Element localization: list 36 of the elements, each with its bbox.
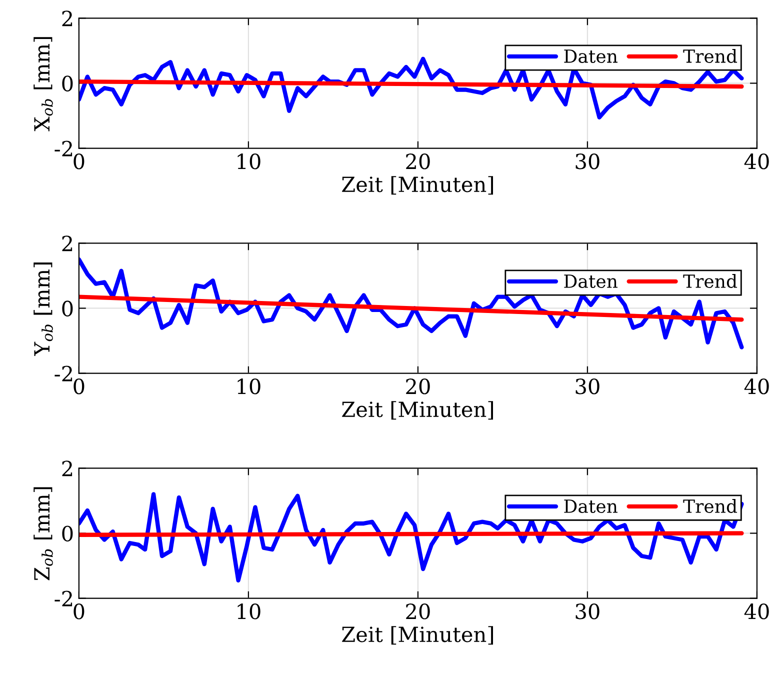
y-axis-title: X$_{ob}$ [mm]	[34, 37, 53, 132]
x-tick-label: 10	[238, 154, 260, 170]
y-tick-label: 2	[62, 460, 72, 476]
y-tick-label: 0	[62, 76, 73, 92]
x-tick-label: 40	[744, 154, 769, 170]
x-tick-label: 40	[744, 604, 769, 620]
x-tick-label: 0	[74, 378, 84, 394]
y-tick-label: -2	[54, 140, 72, 156]
x-axis-title: Zeit [Minuten]	[342, 401, 493, 420]
x-tick-label: 30	[576, 604, 600, 620]
legend-label: Daten	[564, 500, 618, 514]
y-axis-title: Y$_{ob}$ [mm]	[34, 262, 53, 356]
y-tick-label: -2	[54, 366, 72, 382]
x-tick-label: 20	[406, 378, 430, 394]
legend-label: Trend	[683, 274, 738, 288]
legend-label: Daten	[564, 274, 618, 288]
x-tick-label: 10	[238, 604, 260, 620]
x-axis-title: Zeit [Minuten]	[342, 626, 493, 645]
legend-label: Trend	[683, 499, 738, 514]
x-tick-label: 30	[576, 154, 600, 170]
x-tick-label: 0	[74, 154, 84, 170]
y-tick-label: 2	[62, 236, 72, 252]
y-tick-label: 0	[62, 300, 73, 316]
x-tick-label: 10	[238, 378, 260, 394]
y-tick-label: 2	[62, 10, 72, 26]
y-tick-label: 0	[62, 526, 73, 542]
y-axis-title: Z$_{ob}$ [mm]	[34, 487, 53, 580]
y-tick-label: -2	[54, 590, 72, 606]
x-tick-label: 40	[744, 378, 769, 394]
x-tick-label: 30	[576, 378, 600, 394]
x-axis-title: Zeit [Minuten]	[342, 176, 493, 195]
x-tick-label: 20	[406, 154, 430, 170]
x-tick-label: 0	[74, 604, 84, 620]
legend-label: Trend	[683, 49, 738, 63]
legend-label: Daten	[564, 50, 618, 63]
x-tick-label: 20	[406, 604, 430, 620]
